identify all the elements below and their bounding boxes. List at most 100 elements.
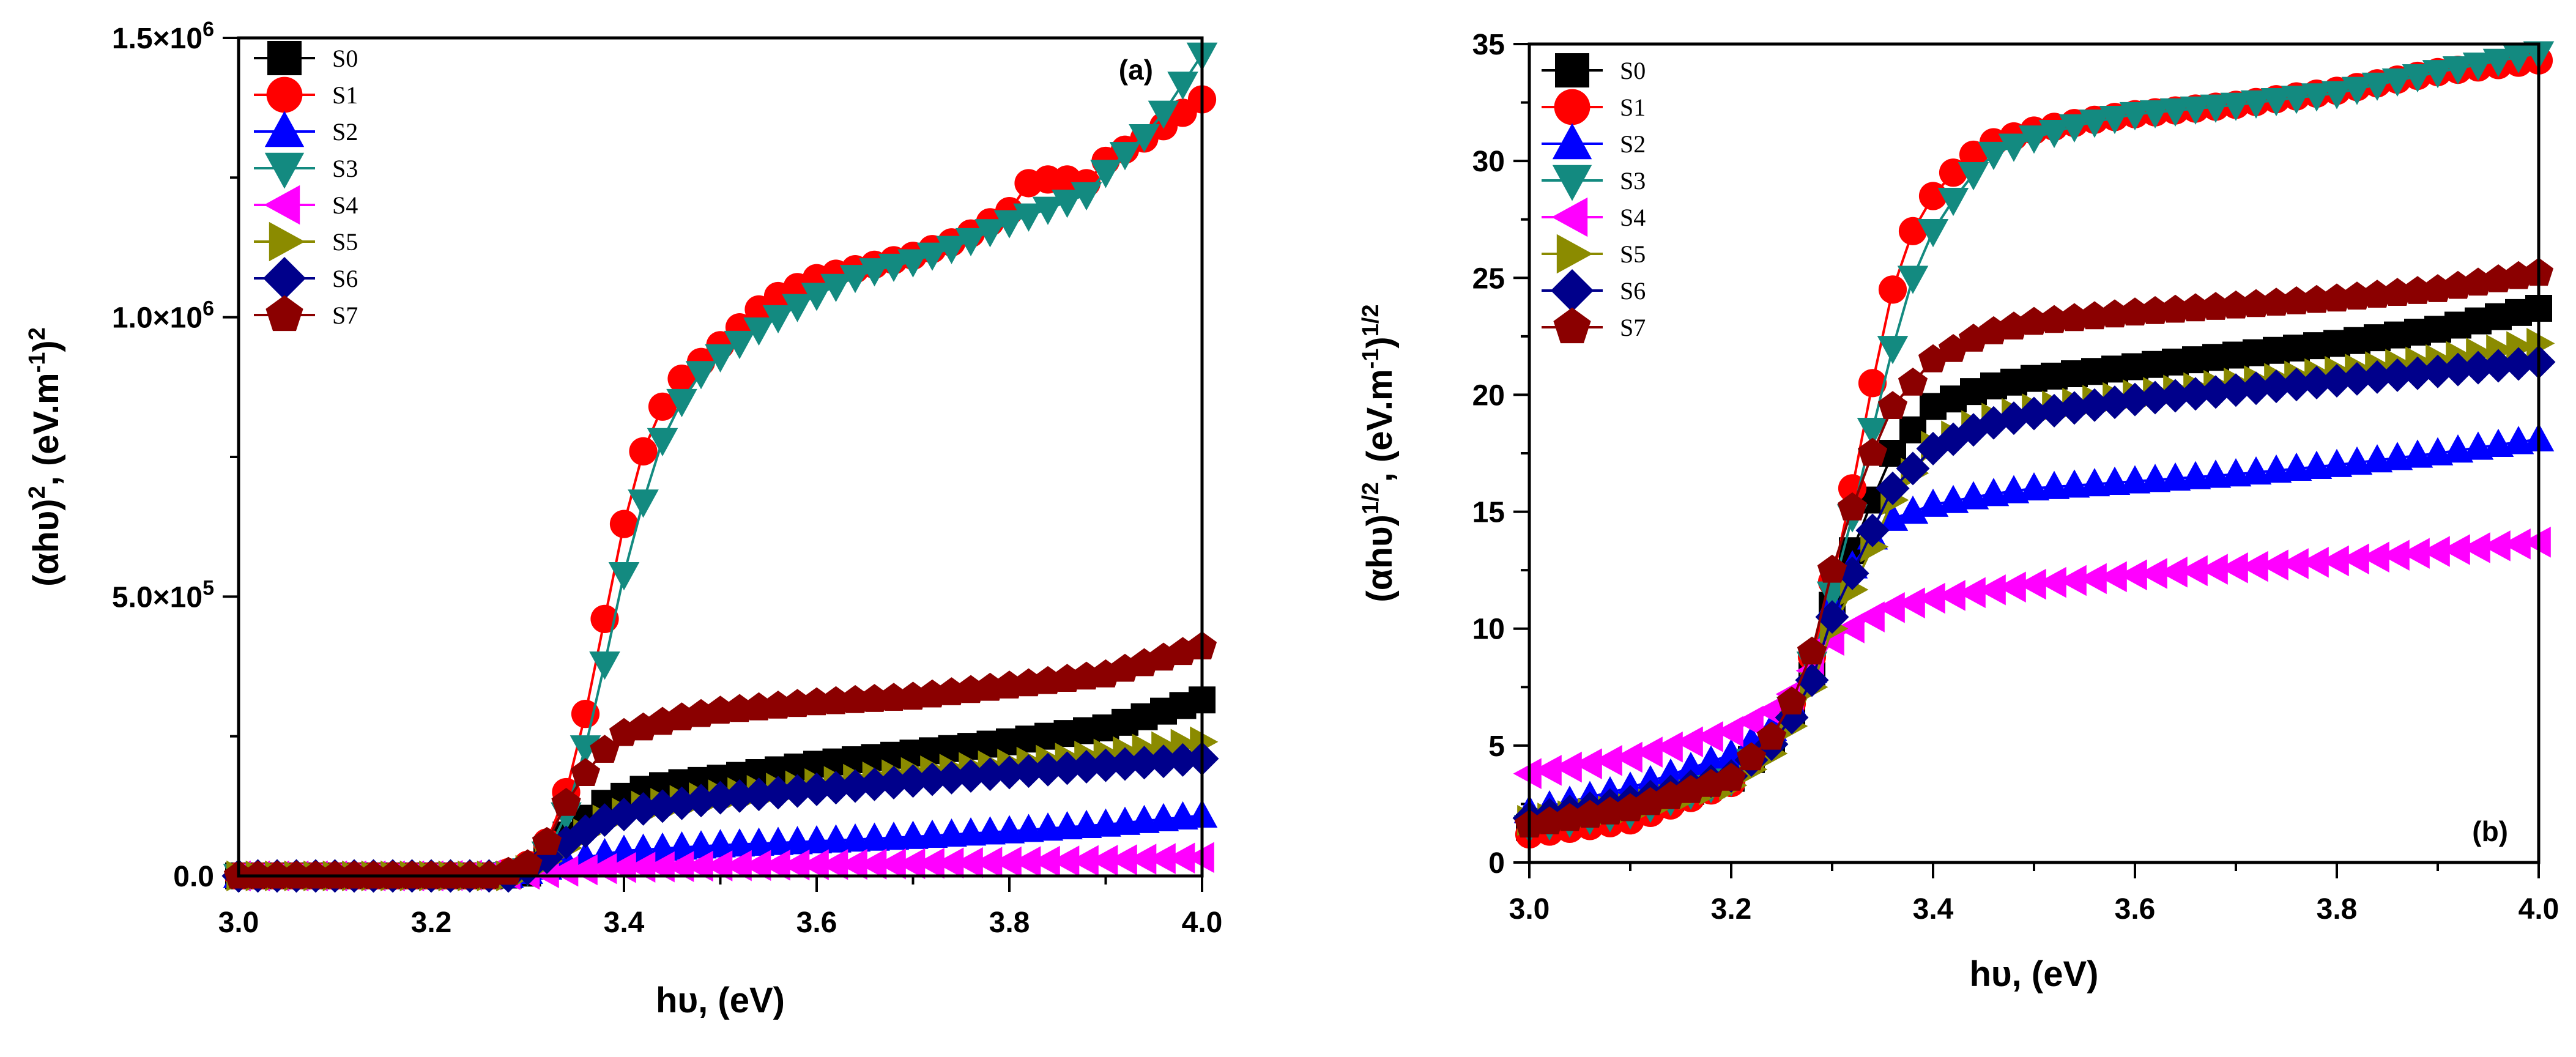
x-tick-label: 3.4 — [1913, 893, 1954, 925]
panel-b-ylabel-exp1: 1/2 — [1358, 482, 1384, 514]
data-point-S7 — [513, 849, 543, 878]
legend-item-S6: S6 — [1542, 269, 1646, 312]
data-point-S6 — [2239, 371, 2273, 406]
data-point-S6 — [2380, 358, 2415, 392]
data-point-S0 — [1879, 440, 1906, 467]
data-point-S2 — [2119, 465, 2151, 494]
data-point-S3 — [2240, 90, 2272, 119]
data-point-S4 — [1715, 716, 1743, 747]
data-point-S7 — [2180, 293, 2211, 322]
legend-label: S3 — [332, 155, 358, 182]
data-point-S4 — [2098, 561, 2127, 593]
data-point-S4 — [800, 849, 829, 881]
data-point-S6 — [1896, 451, 1930, 486]
series-S7 — [1514, 258, 2554, 838]
data-point-S4 — [2381, 540, 2410, 571]
legend-label: S2 — [332, 118, 358, 146]
panel-a-y-axis-title: (αhυ)2, (eV.m-1)2 — [24, 327, 66, 587]
y-tick-label: 0 — [1488, 847, 1505, 880]
data-point-S4 — [2058, 565, 2087, 596]
data-point-S7 — [1716, 763, 1746, 791]
data-point-S3 — [1978, 141, 2010, 171]
legend-marker — [264, 111, 305, 147]
legend-label: S2 — [1620, 130, 1646, 158]
panel-a-label: (a) — [1119, 54, 1153, 86]
data-point-S3 — [1148, 100, 1179, 129]
data-point-S7 — [2342, 281, 2372, 310]
legend-marker — [1554, 89, 1591, 125]
data-point-S3 — [2301, 83, 2333, 112]
panel-b-ylabel-close: ) — [1360, 336, 1400, 348]
data-point-S4 — [1513, 758, 1542, 790]
data-point-S4 — [781, 849, 810, 881]
data-point-S1 — [1898, 217, 1928, 245]
data-point-S4 — [993, 846, 1022, 878]
data-point-S7 — [1837, 492, 1868, 521]
data-point-S4 — [839, 848, 867, 880]
data-point-S6 — [2279, 368, 2314, 402]
data-point-S3 — [2281, 86, 2312, 114]
data-point-S4 — [2462, 532, 2490, 563]
data-point-S4 — [1186, 842, 1214, 873]
data-point-S4 — [916, 848, 945, 879]
data-point-S4 — [1031, 845, 1060, 877]
data-point-S4 — [2522, 526, 2551, 558]
legend-item-S7: S7 — [1542, 307, 1646, 344]
data-point-S3 — [724, 330, 755, 360]
data-point-S4 — [704, 850, 733, 881]
data-point-S4 — [2361, 541, 2389, 573]
panel-a-ylabel-exp1: 2 — [24, 486, 50, 499]
panel-a-tick-labels: 3.0 3.2 3.4 3.6 3.8 4.0 0.0 5.0×105 1.0×106 1.5×1… — [112, 18, 1222, 939]
data-point-S6 — [2259, 369, 2293, 404]
data-point-S4 — [858, 848, 887, 880]
legend-label: S7 — [332, 302, 358, 329]
legend-item-S0: S0 — [1542, 53, 1646, 87]
data-point-S4 — [1070, 845, 1099, 877]
data-point-S6 — [2077, 388, 2112, 422]
data-point-S7 — [2281, 286, 2312, 314]
data-point-S6 — [2501, 347, 2536, 381]
data-point-S4 — [762, 850, 790, 881]
data-point-S3 — [839, 265, 871, 294]
data-point-S3 — [1129, 124, 1160, 153]
panel-b-tick-labels: 3.0 3.2 3.4 3.6 3.8 4.0 0 5 10 15 20 25 30 35 — [1472, 29, 2559, 925]
data-point-S3 — [1816, 581, 1848, 610]
data-point-S4 — [1735, 705, 1764, 737]
data-point-S4 — [550, 855, 579, 887]
data-point-S6 — [1012, 754, 1045, 788]
data-point-S6 — [858, 767, 891, 801]
data-point-S2 — [2099, 466, 2131, 495]
legend-marker — [269, 221, 305, 262]
data-point-S4 — [1167, 842, 1195, 874]
data-point-S3 — [1877, 336, 1909, 365]
data-point-S7 — [1898, 368, 1928, 396]
legend-label: S6 — [1620, 277, 1646, 305]
legend-marker — [267, 41, 302, 75]
x-tick-label: 3.6 — [2115, 893, 2156, 925]
data-point-S7 — [1797, 636, 1827, 665]
data-point-S4 — [2078, 563, 2107, 595]
data-point-S6 — [1069, 750, 1104, 784]
legend-item-S4: S4 — [254, 185, 358, 225]
data-point-S6 — [1050, 751, 1084, 785]
legend-item-S7: S7 — [254, 295, 358, 332]
data-point-S6 — [2400, 356, 2435, 390]
data-point-S4 — [2179, 555, 2208, 587]
data-point-S7 — [2382, 278, 2413, 306]
data-point-S3 — [2119, 102, 2151, 131]
data-point-S6 — [1089, 748, 1123, 782]
data-point-S4 — [1977, 574, 2006, 606]
data-point-S4 — [2159, 556, 2188, 588]
y-tick-label: 1.5×106 — [112, 18, 214, 55]
data-point-S1 — [667, 365, 696, 393]
data-point-S6 — [992, 755, 1026, 790]
data-point-S3 — [2018, 125, 2050, 154]
legend-marker — [1551, 269, 1594, 312]
x-tick-label: 3.6 — [796, 907, 837, 939]
series-S4 — [1513, 526, 2551, 790]
legend-label: S5 — [332, 228, 358, 256]
legend-marker — [264, 185, 300, 225]
data-point-S4 — [2502, 528, 2531, 560]
data-point-S6 — [2178, 377, 2213, 411]
data-point-S2 — [2180, 461, 2211, 489]
